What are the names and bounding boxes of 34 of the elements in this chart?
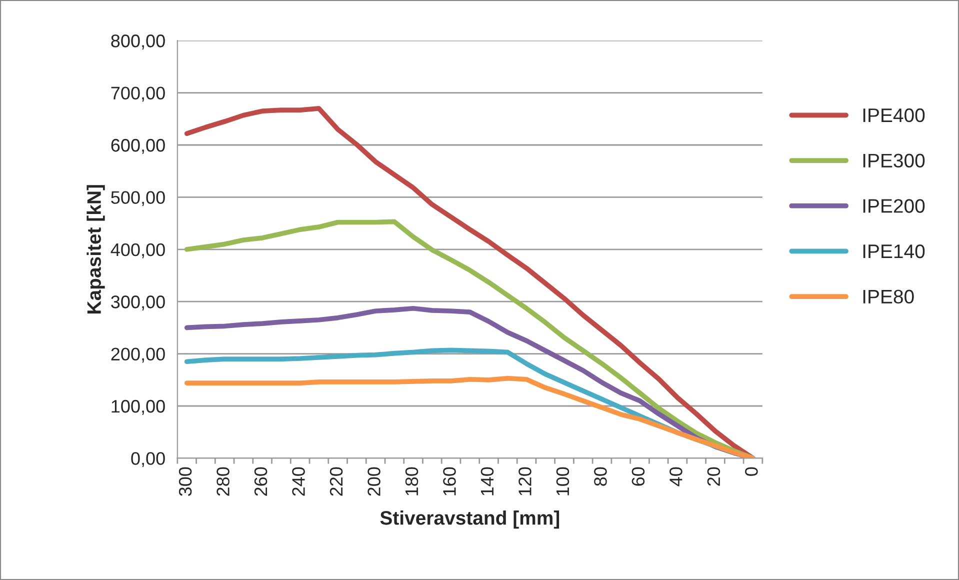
x-tick-label: 140 [480, 467, 494, 496]
y-tick-label: 300,00 [111, 296, 165, 310]
x-tick-label: 200 [368, 467, 380, 496]
x-tick-label: 260 [254, 467, 268, 496]
legend-label: IPE300 [863, 154, 925, 168]
legend-label: IPE400 [863, 108, 925, 122]
y-axis-title: Kapasitet [kN] [86, 185, 105, 314]
y-tick-label: 100,00 [112, 400, 165, 415]
x-tick-label: 80 [594, 467, 607, 486]
x-tick-label: 60 [632, 467, 645, 486]
y-tick-label: 200,00 [111, 348, 165, 363]
y-tick-label: 600,00 [111, 138, 165, 154]
x-tick-label: 180 [405, 467, 418, 496]
x-tick-label: 40 [670, 467, 682, 486]
line-series [184, 376, 756, 458]
legend-label: IPE140 [863, 244, 925, 258]
x-tick-label: 240 [292, 467, 305, 496]
y-tick-label: 0,00 [131, 452, 165, 468]
x-tick-label: 160 [443, 467, 456, 496]
legend-label: IPE80 [863, 290, 914, 304]
x-tick-label: 300 [178, 467, 192, 496]
y-tick-label: 500,00 [111, 191, 165, 206]
x-tick-label: 100 [556, 467, 570, 496]
legend-label: IPE200 [863, 199, 925, 213]
y-tick-label: 800,00 [111, 34, 165, 50]
y-tick-label: 400,00 [110, 243, 165, 258]
x-axis-title: Stiveravstand [mm] [380, 510, 560, 529]
x-tick-label: 280 [216, 467, 230, 496]
x-tick-label: 0 [745, 467, 758, 476]
y-tick-label: 700,00 [111, 86, 165, 102]
x-tick-label: 220 [330, 467, 343, 496]
line-series [184, 106, 756, 458]
x-tick-label: 120 [518, 467, 532, 496]
x-tick-label: 20 [707, 467, 720, 486]
